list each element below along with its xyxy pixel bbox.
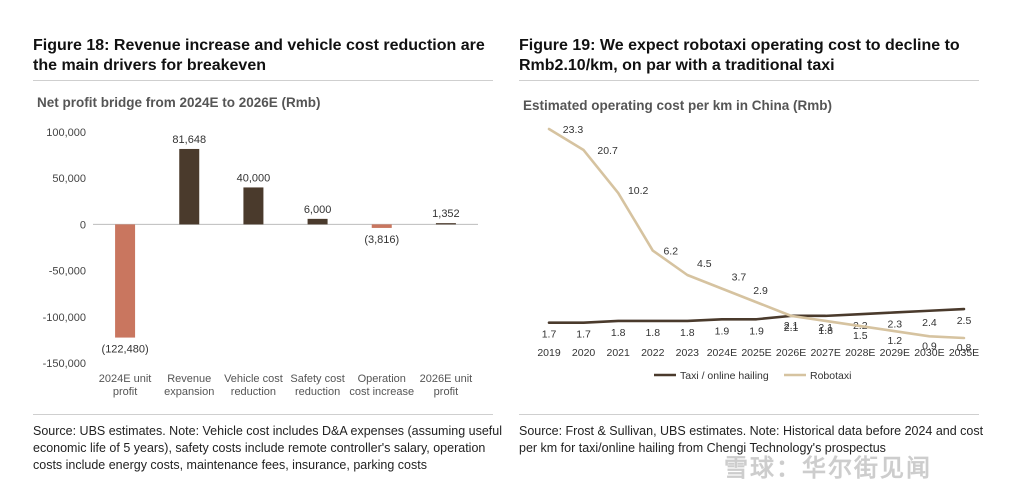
x-tick-label: 2025E xyxy=(741,347,771,359)
data-label: 1.5 xyxy=(853,330,868,342)
watermark: 雪球：华尔街见闻 xyxy=(724,454,932,482)
x-tick-label: 2019 xyxy=(537,347,561,359)
x-tick-label: 2023 xyxy=(676,347,700,359)
x-category-label: 2026E unit xyxy=(420,373,473,385)
data-label: 1.2 xyxy=(888,335,903,347)
net-profit-bridge-chart: 100,000 50,000 0 -50,000 -100,000 -150,000 (12… xyxy=(43,127,478,398)
x-category-label: Operation xyxy=(358,373,406,385)
data-label: 1.8 xyxy=(645,327,660,339)
y-tick-label: -150,000 xyxy=(43,358,86,370)
y-tick-label: 0 xyxy=(80,219,86,231)
data-label: 23.3 xyxy=(563,124,584,136)
y-tick-label: 50,000 xyxy=(52,173,86,185)
cost-chart-title: Estimated operating cost per km in China… xyxy=(523,98,833,113)
data-label: 0.8 xyxy=(957,342,972,354)
bar xyxy=(307,218,328,225)
bar-value-label: 81,648 xyxy=(172,134,206,146)
data-label: 2.1 xyxy=(784,320,799,332)
x-tick-label: 2024E xyxy=(707,347,737,359)
data-label: 1.8 xyxy=(680,327,695,339)
data-label: 1.7 xyxy=(576,329,591,341)
data-label: 2.9 xyxy=(753,285,768,297)
data-label: 4.5 xyxy=(697,258,712,270)
data-label: 20.7 xyxy=(597,145,618,157)
x-tick-label: 2029E xyxy=(880,347,910,359)
bar-value-label: 6,000 xyxy=(304,204,332,216)
x-tick-label: 2022 xyxy=(641,347,665,359)
data-label: 2.5 xyxy=(957,315,972,327)
figure-18-source: Source: UBS estimates. Note: Vehicle cos… xyxy=(33,424,502,472)
data-label: 1.8 xyxy=(818,325,833,337)
x-tick-label: 2030E xyxy=(914,347,944,359)
bar-value-label: (3,816) xyxy=(364,234,399,246)
divider xyxy=(519,414,979,415)
legend-label: Taxi / online hailing xyxy=(680,370,769,382)
y-tick-label: -100,000 xyxy=(43,312,86,324)
x-category-label: Vehicle cost xyxy=(224,373,283,385)
x-category-label: profit xyxy=(434,386,458,398)
divider xyxy=(33,80,493,81)
data-label: 6.2 xyxy=(663,246,678,258)
bridge-chart-title: Net profit bridge from 2024E to 2026E (R… xyxy=(37,95,321,110)
x-category-label: profit xyxy=(113,386,137,398)
bar-value-label: 1,352 xyxy=(432,208,460,220)
data-label: 2.1 xyxy=(818,322,833,334)
bar xyxy=(435,223,456,225)
operating-cost-chart: 1.7 1.7 1.8 1.8 1.8 1.9 1.9 2.1 2.1 2.2 2.3 2.4 2.52… xyxy=(537,124,979,382)
data-label: 2.4 xyxy=(922,317,937,329)
figure-19-title: Figure 19: We expect robotaxi operating … xyxy=(519,37,960,74)
data-label: 1.7 xyxy=(542,329,557,341)
figure-18-title: Figure 18: Revenue increase and vehicle … xyxy=(33,37,485,74)
x-category-label: expansion xyxy=(164,386,214,398)
y-tick-label: 100,000 xyxy=(46,127,86,139)
x-tick-label: 2035E xyxy=(949,347,979,359)
series-line xyxy=(547,127,966,340)
x-category-label: Safety cost xyxy=(290,373,344,385)
bar xyxy=(243,187,264,225)
bar-value-label: 40,000 xyxy=(237,172,271,184)
x-category-label: Revenue xyxy=(167,373,211,385)
data-label: 10.2 xyxy=(628,185,649,197)
x-tick-label: 2026E xyxy=(776,347,806,359)
y-tick-label: -50,000 xyxy=(49,266,86,278)
x-tick-label: 2027E xyxy=(810,347,840,359)
x-category-label: reduction xyxy=(231,386,276,398)
data-label: 3.7 xyxy=(732,272,747,284)
x-category-label: 2024E unit xyxy=(99,373,152,385)
divider xyxy=(519,80,979,81)
series-line xyxy=(547,307,966,324)
bar-value-label: (122,480) xyxy=(102,344,149,356)
data-label: 2.1 xyxy=(784,322,799,334)
data-label: 1.9 xyxy=(715,325,730,337)
x-tick-label: 2028E xyxy=(845,347,875,359)
x-tick-label: 2021 xyxy=(606,347,630,359)
x-category-label: reduction xyxy=(295,386,340,398)
bar xyxy=(371,224,392,228)
divider xyxy=(33,414,493,415)
data-label: 0.9 xyxy=(922,340,937,352)
data-label: 2.3 xyxy=(888,318,903,330)
bar xyxy=(115,224,136,338)
legend-label: Robotaxi xyxy=(810,370,851,382)
x-tick-label: 2020 xyxy=(572,347,596,359)
data-label: 1.9 xyxy=(749,325,764,337)
bar xyxy=(179,148,200,225)
x-category-label: cost increase xyxy=(349,386,414,398)
figure-19-source: Source: Frost & Sullivan, UBS estimates.… xyxy=(519,424,984,455)
data-label: 1.8 xyxy=(611,327,626,339)
